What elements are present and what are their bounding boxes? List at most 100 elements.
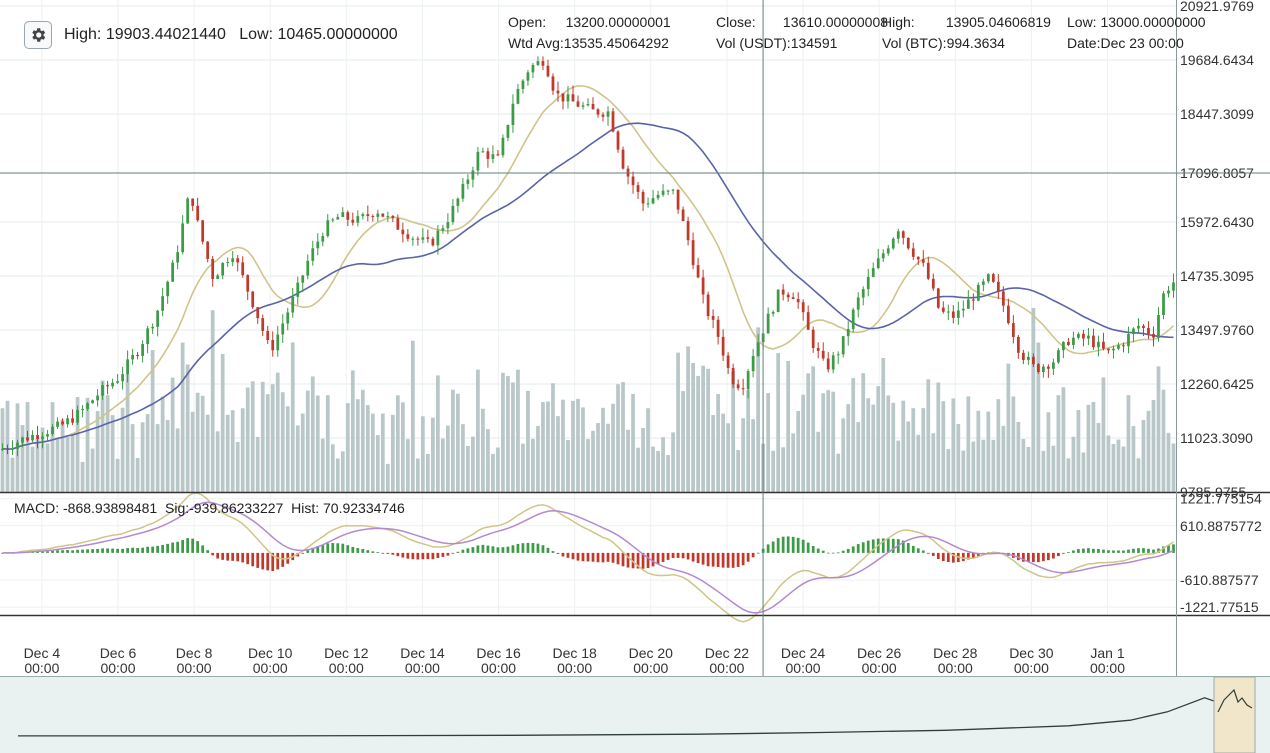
macd-hist-bar <box>841 550 845 553</box>
candle-body <box>51 426 54 435</box>
candle-body <box>451 205 455 223</box>
volume-bar <box>425 453 430 492</box>
candle-body <box>221 262 225 276</box>
candle-body <box>821 350 825 359</box>
candle-body <box>31 434 34 441</box>
macd-hist-bar <box>191 538 195 553</box>
macd-hist-bar <box>321 544 325 553</box>
volume-bar <box>591 430 595 492</box>
volume-bars <box>0 307 1176 492</box>
volume-bar <box>310 376 315 492</box>
macd-hist-bar <box>56 550 59 553</box>
candle-body <box>661 190 665 195</box>
candle-body <box>616 131 620 150</box>
settings-button[interactable] <box>24 21 52 49</box>
volume-bar <box>691 362 695 492</box>
candle-body <box>241 262 245 276</box>
candle-body <box>256 307 260 319</box>
candle-body <box>166 281 170 297</box>
macd-hist-bar <box>251 552 255 567</box>
volume-bar <box>776 353 781 492</box>
macd-hist-bar <box>146 546 150 553</box>
low-label: Low: <box>239 26 274 43</box>
volume-bar <box>441 438 445 492</box>
macd-hist-bar <box>1127 549 1130 553</box>
signal-line <box>2 501 1174 614</box>
volume-bar <box>626 429 630 492</box>
candle-body <box>1132 328 1135 335</box>
candle-body <box>536 61 540 66</box>
candle-body <box>81 408 84 411</box>
macd-hist-bar <box>616 552 620 565</box>
volume-bar <box>671 432 675 492</box>
candle-body <box>406 234 410 239</box>
volume-bar <box>275 372 280 492</box>
macd-hist-bar <box>776 538 780 553</box>
navigator[interactable] <box>0 676 1270 753</box>
macd-hist-bar <box>81 549 84 553</box>
macd-hist-bar <box>626 552 630 568</box>
navigator-selection <box>1213 676 1256 753</box>
volume-bar <box>70 432 75 492</box>
time-tick-sublabel: 00:00 <box>24 660 59 676</box>
candle-body <box>676 189 680 210</box>
candle-body <box>961 308 965 311</box>
candle-body <box>831 355 835 370</box>
volusdt-value: 134591 <box>790 35 838 51</box>
candle-body <box>951 311 955 318</box>
volume-bar <box>200 395 205 492</box>
volume-bar <box>601 407 605 492</box>
volume-bar <box>1051 445 1056 492</box>
macd-hist-bar <box>1097 548 1100 553</box>
price-tick-label: 15972.6430 <box>1180 214 1254 230</box>
macd-hist-bar <box>771 541 775 553</box>
ohlc-col-3: High: 13905.04606819 Vol (BTC):994.3634 <box>882 12 1051 54</box>
volume-bar <box>260 381 265 492</box>
candle-body <box>861 289 865 298</box>
volume-bar <box>125 373 130 492</box>
macd-hist-bar <box>1062 552 1065 554</box>
candle-body <box>641 191 645 204</box>
volume-bar <box>471 436 475 492</box>
volume-bar <box>335 458 340 492</box>
candle-body <box>1 448 4 450</box>
volume-bar <box>676 352 680 492</box>
macd-hist-bar <box>601 552 605 563</box>
volume-bar <box>966 396 971 492</box>
volume-bar <box>861 373 866 492</box>
volume-bar <box>811 366 816 492</box>
candle-body <box>771 312 775 314</box>
volume-bar <box>1146 410 1151 492</box>
candle-body <box>706 294 710 317</box>
time-tick-sublabel: 00:00 <box>709 660 744 676</box>
macd-hist-bar <box>66 549 69 553</box>
volume-bar <box>415 458 420 492</box>
volume-bar <box>90 448 95 492</box>
candle-body <box>456 198 460 206</box>
macd-hist-bar <box>676 552 680 558</box>
candle-body <box>871 268 875 277</box>
macd-hist-bar <box>126 548 129 553</box>
volume-bar <box>891 402 896 492</box>
volume-bar <box>265 394 270 492</box>
candle-body <box>1037 364 1040 372</box>
volume-bar <box>405 439 410 492</box>
candle-body <box>1162 293 1165 316</box>
candle-body <box>801 302 805 313</box>
candle-body <box>131 354 134 360</box>
volume-bar <box>80 461 85 492</box>
candle-body <box>666 190 670 192</box>
candle-body <box>136 354 139 356</box>
volume-bar <box>330 444 335 492</box>
price-tick-label: 19684.6434 <box>1180 52 1254 68</box>
macd-hist-bar <box>1077 549 1080 553</box>
volume-bar <box>731 371 735 492</box>
candle-body <box>856 297 860 310</box>
volume-bar <box>1066 458 1071 492</box>
volume-bar <box>55 438 60 492</box>
macd-hist-bar <box>196 541 200 553</box>
navigator-selection-line <box>1217 688 1253 713</box>
candle-body <box>576 101 580 107</box>
candle-body <box>726 355 730 368</box>
